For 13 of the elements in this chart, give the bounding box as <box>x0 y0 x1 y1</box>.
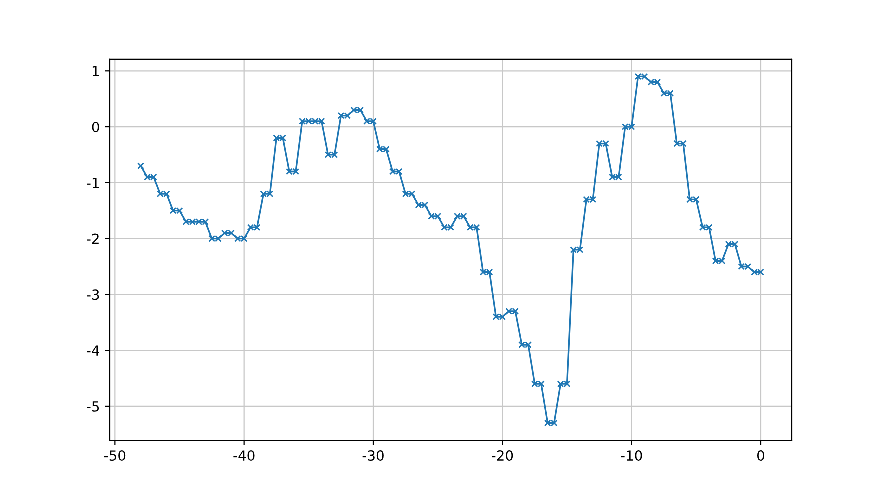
y-tick-label: 1 <box>92 66 99 76</box>
y-tick-label: -3 <box>87 290 100 300</box>
x-tick-label: -40 <box>234 450 255 462</box>
y-tick-label: -5 <box>87 402 100 412</box>
y-tick-label: -2 <box>87 234 99 244</box>
y-tick-label: -4 <box>87 346 100 356</box>
x-tick-label: 0 <box>757 450 764 462</box>
x-tick-label: -10 <box>621 450 642 462</box>
x-tick-label: -50 <box>104 450 126 462</box>
x-tick-label: -30 <box>362 450 384 462</box>
y-tick-label: 0 <box>92 122 100 132</box>
x-tick-label: -20 <box>492 450 514 462</box>
y-tick-label: -1 <box>87 178 99 188</box>
